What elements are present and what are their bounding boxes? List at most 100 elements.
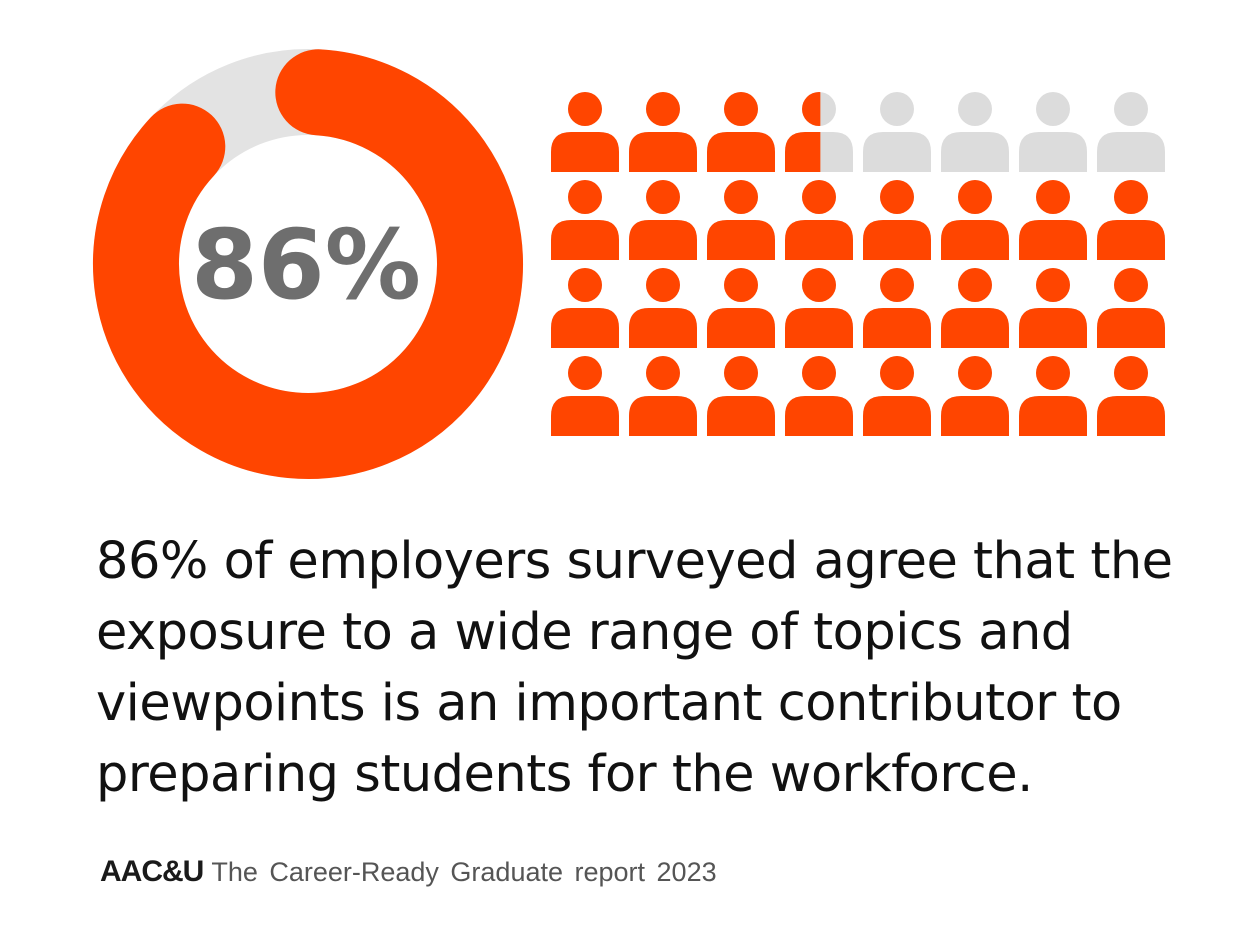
icon-head xyxy=(646,356,680,390)
person-icon xyxy=(1019,180,1087,260)
person-fill xyxy=(941,268,1009,348)
icon-body xyxy=(1097,308,1165,348)
footer: AAC&U The Career-Ready Graduate report 2… xyxy=(100,852,717,892)
icon-body xyxy=(1019,308,1087,348)
icon-body xyxy=(1019,220,1087,260)
icon-head xyxy=(880,268,914,302)
person-icon xyxy=(941,180,1009,260)
person-icon xyxy=(551,268,619,348)
person-fill xyxy=(863,268,931,348)
icon-body xyxy=(1097,132,1165,172)
person-icon xyxy=(941,268,1009,348)
icon-head xyxy=(958,92,992,126)
icon-body xyxy=(1097,396,1165,436)
icon-head xyxy=(880,356,914,390)
icon-head xyxy=(1114,356,1148,390)
icon-body xyxy=(629,308,697,348)
person-icon xyxy=(1097,92,1165,172)
icon-head xyxy=(568,268,602,302)
person-fill xyxy=(707,92,775,172)
icon-body xyxy=(551,396,619,436)
icon-body xyxy=(941,308,1009,348)
icon-body xyxy=(941,220,1009,260)
person-fill xyxy=(941,356,1009,436)
icon-head xyxy=(1036,92,1070,126)
icon-body xyxy=(629,132,697,172)
source: The Career-Ready Graduate report 2023 xyxy=(211,856,717,887)
person-icon xyxy=(551,180,619,260)
icon-head xyxy=(802,92,821,126)
icon-body xyxy=(785,308,853,348)
person-icon xyxy=(1019,356,1087,436)
person-icon xyxy=(551,356,619,436)
person-fill xyxy=(785,356,853,436)
person-fill xyxy=(551,92,619,172)
icon-body xyxy=(785,220,853,260)
icon-body xyxy=(707,132,775,172)
person-fill xyxy=(629,180,697,260)
icon-body xyxy=(551,132,619,172)
person-icon xyxy=(1019,268,1087,348)
person-fill xyxy=(1019,356,1087,436)
icon-body xyxy=(629,220,697,260)
person-fill xyxy=(1019,268,1087,348)
person-icon xyxy=(551,92,619,172)
icon-body xyxy=(785,132,821,172)
icon-head xyxy=(646,268,680,302)
person-fill xyxy=(785,268,853,348)
icon-body xyxy=(941,132,1009,172)
person-icon xyxy=(707,180,775,260)
icon-body xyxy=(1019,396,1087,436)
icon-head xyxy=(568,92,602,126)
icon-head xyxy=(802,356,836,390)
description: 86% of employers surveyed agree that the… xyxy=(96,532,1173,804)
person-fill xyxy=(707,180,775,260)
icon-body xyxy=(1097,220,1165,260)
person-icon xyxy=(785,356,853,436)
person-fill xyxy=(785,92,821,172)
icon-head xyxy=(724,92,758,126)
icon-head xyxy=(1036,268,1070,302)
person-icon xyxy=(629,356,697,436)
person-fill xyxy=(785,180,853,260)
person-fill xyxy=(551,180,619,260)
person-fill xyxy=(707,268,775,348)
person-icon xyxy=(785,180,853,260)
icon-head xyxy=(1114,92,1148,126)
person-fill xyxy=(629,356,697,436)
person-fill xyxy=(551,268,619,348)
icon-body xyxy=(707,308,775,348)
icon-head xyxy=(880,92,914,126)
icon-head xyxy=(646,92,680,126)
icon-head xyxy=(958,180,992,214)
person-icon xyxy=(1097,356,1165,436)
person-fill xyxy=(1097,356,1165,436)
person-icon xyxy=(707,356,775,436)
icon-head xyxy=(880,180,914,214)
icon-head xyxy=(802,180,836,214)
person-fill xyxy=(629,92,697,172)
icon-body xyxy=(707,396,775,436)
person-icon xyxy=(629,92,697,172)
icon-head xyxy=(568,356,602,390)
icon-head xyxy=(724,356,758,390)
person-fill xyxy=(551,356,619,436)
person-fill xyxy=(1097,268,1165,348)
person-fill xyxy=(941,180,1009,260)
person-icon xyxy=(629,180,697,260)
person-icon xyxy=(941,92,1009,172)
icon-body xyxy=(785,396,853,436)
logo: AAC&U xyxy=(100,855,204,888)
icon-body xyxy=(1019,132,1087,172)
icon-body xyxy=(863,132,931,172)
person-fill xyxy=(863,180,931,260)
person-icon xyxy=(707,268,775,348)
icon-head xyxy=(1114,268,1148,302)
icon-head xyxy=(724,268,758,302)
icon-head xyxy=(568,180,602,214)
icon-head xyxy=(958,356,992,390)
icon-head xyxy=(646,180,680,214)
person-fill xyxy=(629,268,697,348)
